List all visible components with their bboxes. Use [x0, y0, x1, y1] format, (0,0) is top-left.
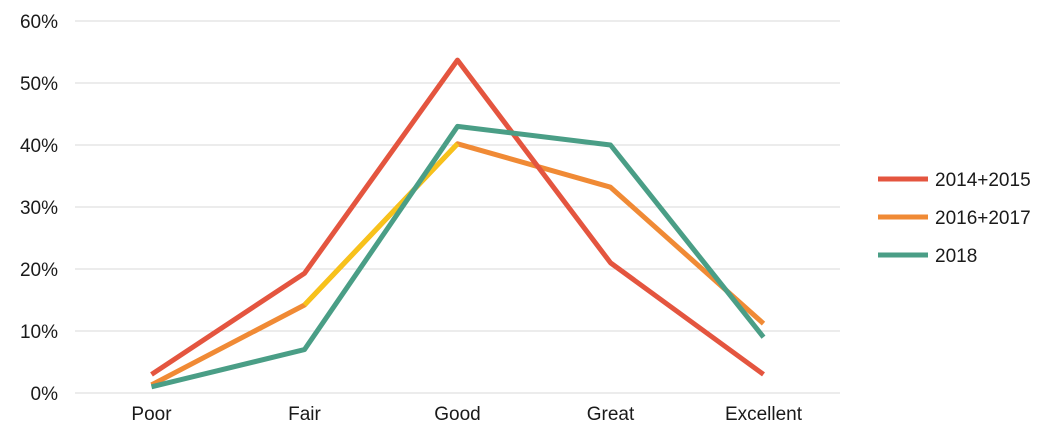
legend: 2014+2015 2016+2017 2018: [878, 170, 1031, 267]
y-tick-label: 20%: [20, 260, 58, 281]
x-tick-label: Poor: [131, 404, 172, 425]
x-tick-label: Fair: [288, 404, 321, 425]
series-line-2018: [150, 123, 766, 390]
series-line-2014-2015: [150, 57, 765, 377]
x-tick-label: Excellent: [725, 404, 803, 425]
highlighted-segment: [302, 142, 460, 307]
legend-label: 2016+2017: [935, 208, 1031, 229]
x-tick-label: Good: [434, 404, 480, 425]
series-line-2016-2017: [150, 141, 766, 388]
y-tick-label: 10%: [20, 322, 58, 343]
legend-label: 2018: [935, 246, 977, 267]
x-tick-label: Great: [587, 404, 635, 425]
legend-label: 2014+2015: [935, 170, 1031, 191]
gridlines: [75, 20, 840, 394]
y-tick-label: 60%: [20, 12, 58, 33]
y-tick-label: 0%: [31, 384, 59, 405]
x-axis-tick-labels: Poor Fair Good Great Excellent: [131, 404, 802, 425]
y-tick-label: 30%: [20, 198, 58, 219]
y-tick-label: 40%: [20, 136, 58, 157]
y-axis-tick-labels: 0% 10% 20% 30% 40% 50% 60%: [20, 12, 58, 405]
series-lines: [150, 57, 766, 390]
y-tick-label: 50%: [20, 74, 58, 95]
